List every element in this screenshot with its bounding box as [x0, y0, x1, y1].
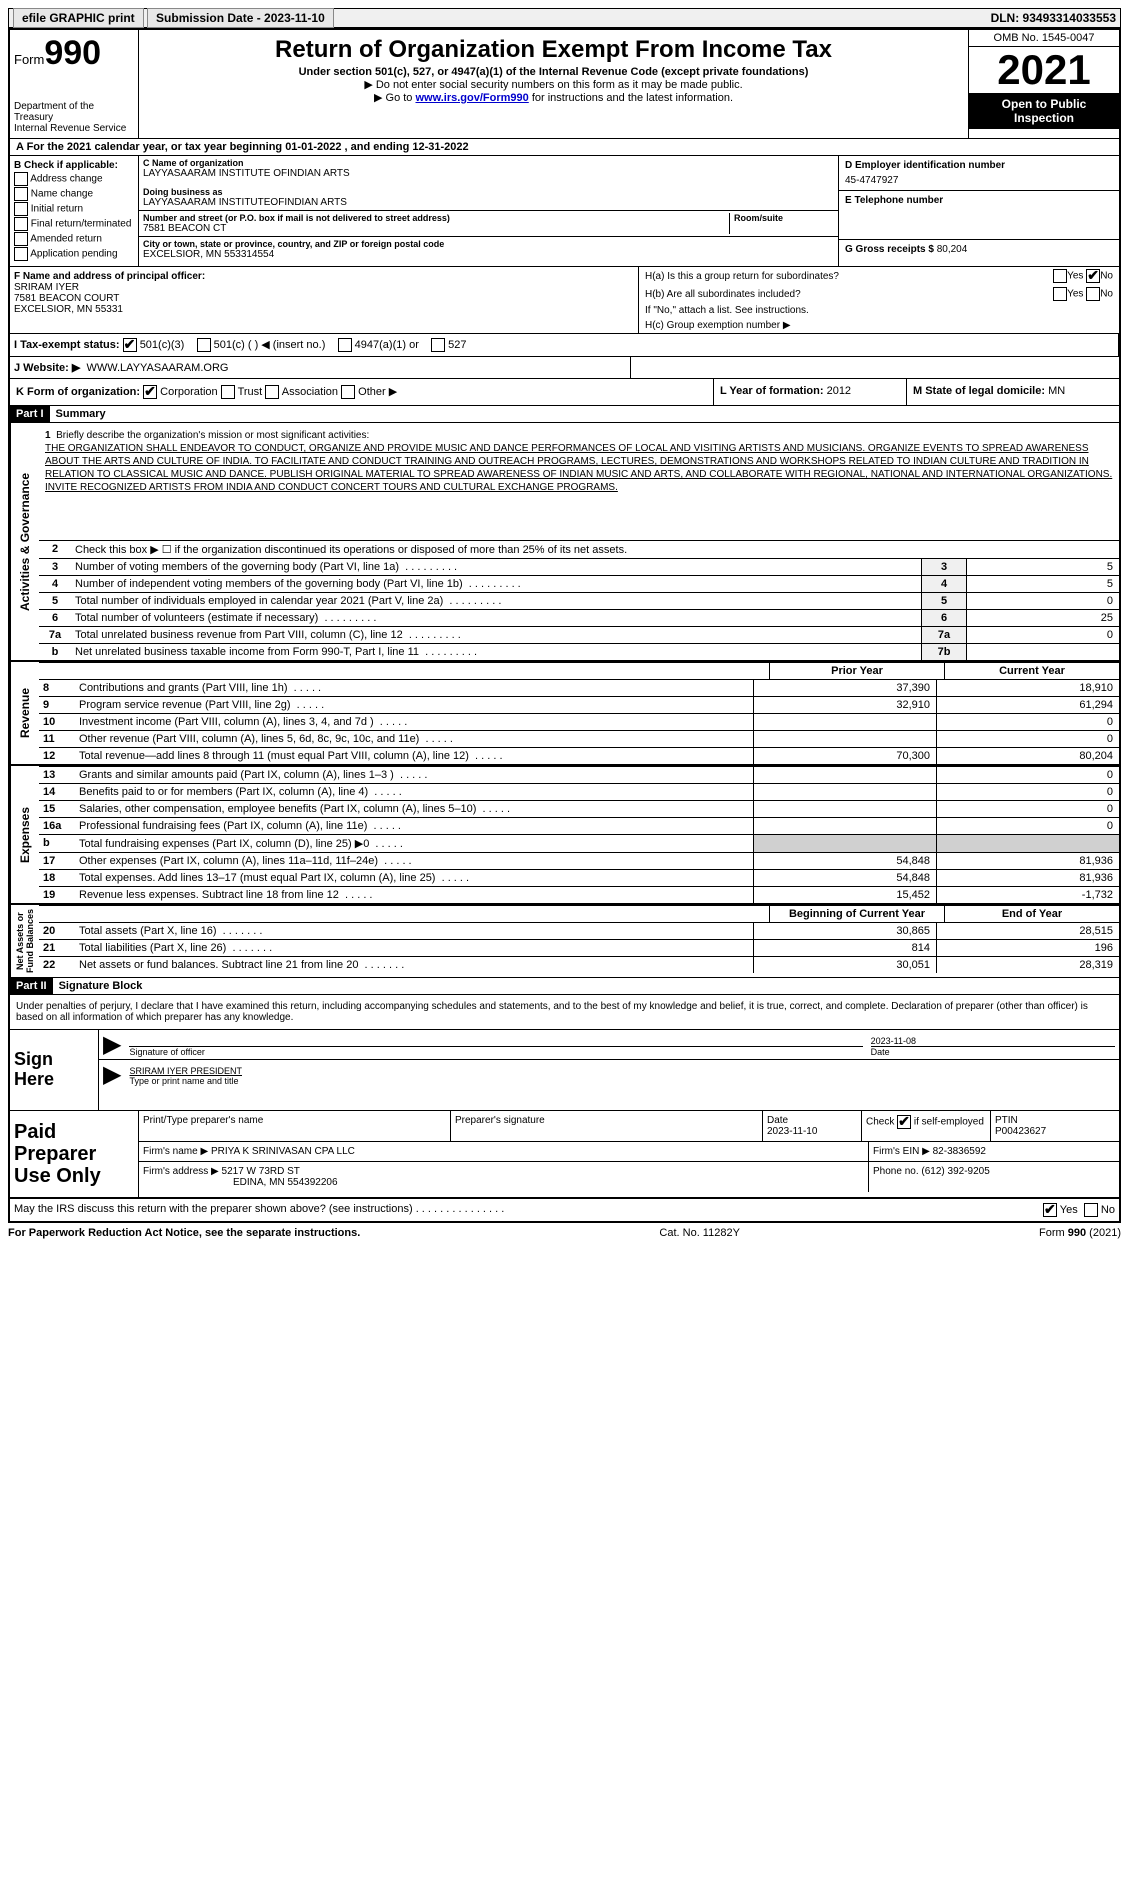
- summary-line-4: 4Number of independent voting members of…: [39, 575, 1119, 592]
- check-discuss-no[interactable]: [1084, 1203, 1098, 1217]
- section-d: D Employer identification number 45-4747…: [839, 156, 1119, 266]
- sign-arrow-icon-2: ▶: [99, 1060, 125, 1089]
- netassets-line-20: 20Total assets (Part X, line 16) . . . .…: [39, 922, 1119, 939]
- netassets-line-22: 22Net assets or fund balances. Subtract …: [39, 956, 1119, 973]
- row-hc: [631, 357, 1119, 378]
- revenue-line-11: 11Other revenue (Part VIII, column (A), …: [39, 730, 1119, 747]
- summary-line-3: 3Number of voting members of the governi…: [39, 558, 1119, 575]
- check-trust[interactable]: [221, 385, 235, 399]
- check-self-employed[interactable]: [897, 1115, 911, 1129]
- expense-line-18: 18Total expenses. Add lines 13–17 (must …: [39, 869, 1119, 886]
- expense-line-15: 15Salaries, other compensation, employee…: [39, 800, 1119, 817]
- check-address-change[interactable]: [14, 172, 28, 186]
- year-cell: OMB No. 1545-0047 2021 Open to Public In…: [968, 30, 1119, 138]
- section-f: F Name and address of principal officer:…: [10, 267, 639, 333]
- expense-line-16a: 16aProfessional fundraising fees (Part I…: [39, 817, 1119, 834]
- check-name-change[interactable]: [14, 187, 28, 201]
- vert-revenue: Revenue: [10, 662, 39, 764]
- row-i-tax-status: I Tax-exempt status: 501(c)(3) 501(c) ( …: [10, 334, 1119, 356]
- check-hb-yes[interactable]: [1053, 287, 1067, 301]
- vert-activities-governance: Activities & Governance: [10, 423, 39, 660]
- dln-label: DLN: 93493314033553: [991, 11, 1116, 25]
- row-l-year: L Year of formation: 2012: [714, 379, 907, 405]
- part1-header: Part I: [10, 406, 50, 422]
- form-990-container: Form990 Department of the Treasury Inter…: [8, 28, 1121, 1223]
- expense-line-14: 14Benefits paid to or for members (Part …: [39, 783, 1119, 800]
- row-m-state: M State of legal domicile: MN: [907, 379, 1119, 405]
- sign-here-label: Sign Here: [10, 1030, 99, 1110]
- check-app-pending[interactable]: [14, 247, 28, 261]
- summary-line-6: 6Total number of volunteers (estimate if…: [39, 609, 1119, 626]
- discuss-row: May the IRS discuss this return with the…: [10, 1198, 1119, 1221]
- expense-line-13: 13Grants and similar amounts paid (Part …: [39, 766, 1119, 783]
- revenue-line-9: 9Program service revenue (Part VIII, lin…: [39, 696, 1119, 713]
- summary-line-7a: 7aTotal unrelated business revenue from …: [39, 626, 1119, 643]
- revenue-line-8: 8Contributions and grants (Part VIII, li…: [39, 679, 1119, 696]
- part2-title: Signature Block: [53, 978, 149, 994]
- check-other[interactable]: [341, 385, 355, 399]
- form-title: Return of Organization Exempt From Incom…: [147, 36, 960, 64]
- check-hb-no[interactable]: [1086, 287, 1100, 301]
- row-a-tax-year: A For the 2021 calendar year, or tax yea…: [10, 139, 1119, 156]
- vert-expenses: Expenses: [10, 766, 39, 903]
- part1-title: Summary: [50, 406, 112, 422]
- summary-line-5: 5Total number of individuals employed in…: [39, 592, 1119, 609]
- check-ha-yes[interactable]: [1053, 269, 1067, 283]
- row-k-form-org: K Form of organization: Corporation Trus…: [10, 379, 714, 405]
- section-c: C Name of organization LAYYASAARAM INSTI…: [139, 156, 839, 266]
- section-h: H(a) Is this a group return for subordin…: [639, 267, 1119, 333]
- form-number-cell: Form990 Department of the Treasury Inter…: [10, 30, 139, 138]
- revenue-line-10: 10Investment income (Part VIII, column (…: [39, 713, 1119, 730]
- expense-line-17: 17Other expenses (Part IX, column (A), l…: [39, 852, 1119, 869]
- netassets-line-21: 21Total liabilities (Part X, line 26) . …: [39, 939, 1119, 956]
- top-bar: efile GRAPHIC print Submission Date - 20…: [8, 8, 1121, 28]
- prior-year-header: Prior Year: [769, 663, 944, 679]
- irs-link[interactable]: www.irs.gov/Form990: [415, 92, 528, 104]
- line-1-mission: 1 Briefly describe the organization's mi…: [39, 423, 1119, 540]
- current-year-header: Current Year: [944, 663, 1119, 679]
- page-footer: For Paperwork Reduction Act Notice, see …: [8, 1223, 1121, 1243]
- efile-button[interactable]: efile GRAPHIC print: [13, 8, 144, 28]
- check-final-return[interactable]: [14, 217, 28, 231]
- check-501c[interactable]: [197, 338, 211, 352]
- check-discuss-yes[interactable]: [1043, 1203, 1057, 1217]
- submission-button[interactable]: Submission Date - 2023-11-10: [147, 8, 334, 28]
- check-amended[interactable]: [14, 232, 28, 246]
- check-ha-no[interactable]: [1086, 269, 1100, 283]
- row-j-website: J Website: ▶ WWW.LAYYASAARAM.ORG: [10, 357, 631, 378]
- check-4947[interactable]: [338, 338, 352, 352]
- paid-preparer-label: Paid Preparer Use Only: [10, 1111, 139, 1197]
- check-501c3[interactable]: [123, 338, 137, 352]
- expense-line-19: 19Revenue less expenses. Subtract line 1…: [39, 886, 1119, 903]
- end-year-header: End of Year: [944, 906, 1119, 922]
- summary-line-b: bNet unrelated business taxable income f…: [39, 643, 1119, 660]
- check-527[interactable]: [431, 338, 445, 352]
- sign-arrow-icon: ▶: [99, 1030, 125, 1059]
- check-initial-return[interactable]: [14, 202, 28, 216]
- section-b: B Check if applicable: Address change Na…: [10, 156, 139, 266]
- penalties-statement: Under penalties of perjury, I declare th…: [10, 995, 1119, 1030]
- revenue-line-12: 12Total revenue—add lines 8 through 11 (…: [39, 747, 1119, 764]
- part2-header: Part II: [10, 978, 53, 994]
- begin-year-header: Beginning of Current Year: [769, 906, 944, 922]
- check-assoc[interactable]: [265, 385, 279, 399]
- expense-line-b: bTotal fundraising expenses (Part IX, co…: [39, 834, 1119, 852]
- check-corp[interactable]: [143, 385, 157, 399]
- form-title-cell: Return of Organization Exempt From Incom…: [139, 30, 968, 138]
- vert-net-assets: Net Assets orFund Balances: [10, 905, 39, 977]
